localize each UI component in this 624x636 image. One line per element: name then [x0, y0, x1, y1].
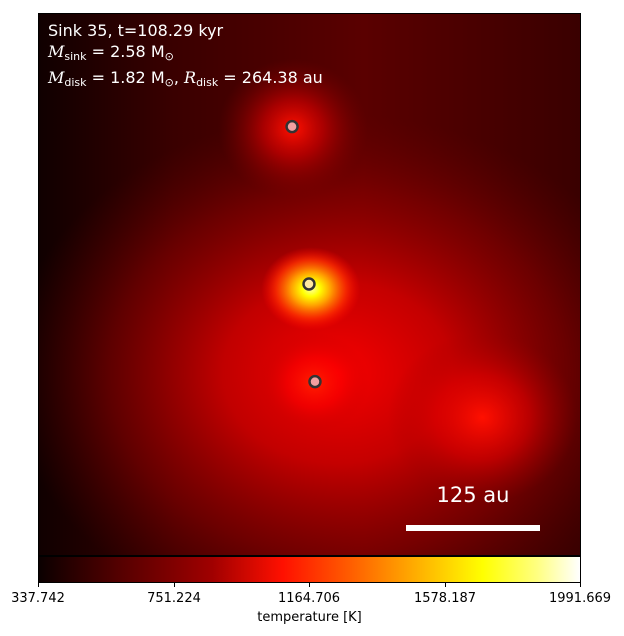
colorbar-tick-label: 751.224: [147, 591, 201, 606]
colorbar-tick-label: 1164.706: [277, 591, 341, 606]
colorbar-tick: [580, 583, 581, 587]
colorbar-tick: [38, 583, 39, 587]
scale-bar-label: 125 au: [436, 483, 510, 507]
sink-info: Sink 35, t=108.29 kyr Msink = 2.58 M⊙ Md…: [48, 20, 323, 93]
scale-bar: [406, 525, 540, 531]
colorbar-tick: [445, 583, 446, 587]
colorbar-tick-label: 1991.669: [548, 591, 612, 606]
sink-mass: Msink = 2.58 M⊙: [48, 42, 174, 63]
temperature-map: [38, 13, 581, 556]
colorbar: [38, 556, 581, 583]
colorbar-tick-label: 337.742: [11, 591, 65, 606]
colorbar-label: temperature [K]: [257, 610, 362, 625]
sink-center-marker: [302, 277, 316, 291]
sink-info-title: Sink 35, t=108.29 kyr: [48, 21, 224, 40]
disk-props: Mdisk = 1.82 M⊙, Rdisk = 264.38 au: [48, 68, 323, 89]
colorbar-tick: [309, 583, 310, 587]
temperature-map-image: [39, 14, 580, 555]
sink-bottom-marker: [308, 374, 322, 389]
sink-top-marker: [285, 119, 299, 134]
colorbar-tick-label: 1578.187: [413, 591, 477, 606]
colorbar-tick: [174, 583, 175, 587]
